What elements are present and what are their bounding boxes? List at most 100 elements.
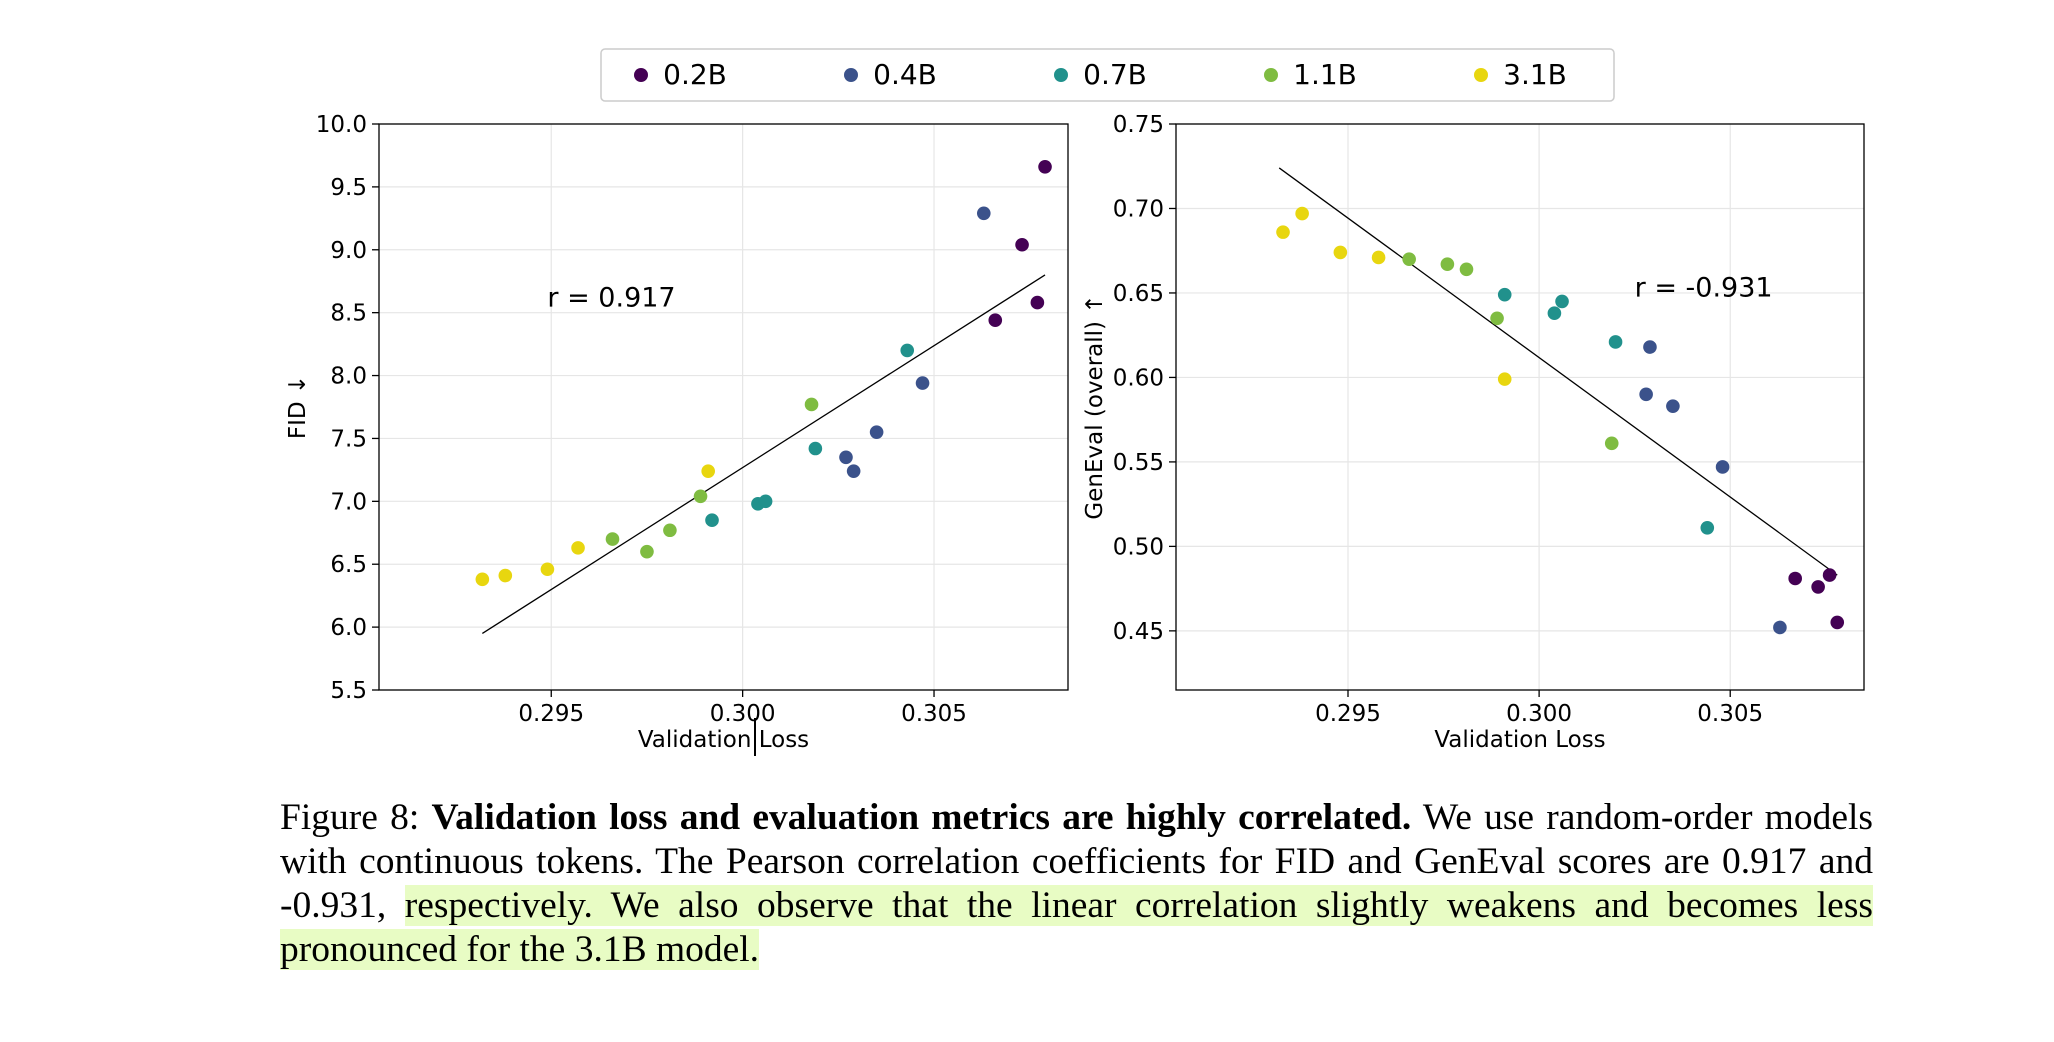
data-point-3.1B xyxy=(701,464,715,478)
data-point-0.2B xyxy=(1811,580,1825,594)
data-point-1.1B xyxy=(1459,262,1474,277)
data-point-3.1B xyxy=(1276,225,1290,239)
legend-label-0.4B: 0.4B xyxy=(873,58,937,91)
x-tick-label: 0.300 xyxy=(710,701,776,727)
y-tick-label: 0.70 xyxy=(1113,196,1164,222)
y-tick-label: 9.5 xyxy=(330,175,367,201)
correlation-annotation: r = -0.931 xyxy=(1635,272,1773,303)
data-point-3.1B xyxy=(1497,372,1512,386)
data-point-0.7B xyxy=(808,441,823,456)
y-tick-label: 0.60 xyxy=(1113,365,1164,391)
data-point-0.2B xyxy=(1830,615,1845,630)
y-tick-label: 7.0 xyxy=(330,489,367,515)
data-point-0.2B xyxy=(1015,237,1029,252)
x-tick-label: 0.300 xyxy=(1506,701,1572,727)
data-point-1.1B xyxy=(804,397,819,412)
data-point-1.1B xyxy=(605,532,620,546)
data-point-3.1B xyxy=(475,572,490,587)
y-tick-label: 8.5 xyxy=(330,301,367,327)
y-tick-label: 6.5 xyxy=(330,552,367,578)
data-point-0.7B xyxy=(758,494,773,509)
data-point-1.1B xyxy=(663,523,677,538)
data-point-0.7B xyxy=(900,343,915,358)
text-cursor xyxy=(754,718,756,756)
data-point-3.1B xyxy=(1295,206,1309,221)
data-point-1.1B xyxy=(1440,257,1455,272)
data-point-0.4B xyxy=(1715,460,1730,474)
data-point-0.7B xyxy=(1555,294,1569,309)
data-point-0.4B xyxy=(1643,340,1657,354)
geneval-chart: 0.45 0.50 0.55 0.60 0.65 0.70 0.75 0.295 0.300 0.… xyxy=(1082,112,1865,753)
caption-body: We use random-order models with continuo… xyxy=(280,797,1874,926)
data-point-0.2B xyxy=(1822,568,1837,582)
data-point-3.1B xyxy=(540,562,555,577)
y-axis-label: FID ↓ xyxy=(285,375,311,439)
data-point-1.1B xyxy=(1402,252,1416,266)
legend-frame xyxy=(600,48,1615,102)
y-tick-label: 0.50 xyxy=(1113,534,1164,560)
legend-label-1.1B: 1.1B xyxy=(1293,58,1357,91)
data-point-0.7B xyxy=(1700,521,1715,535)
data-point-0.4B xyxy=(976,206,991,221)
legend: 0.2B 0.4B 0.7B 1.1B 3.1B xyxy=(600,48,1615,102)
data-point-0.4B xyxy=(839,450,853,465)
data-point-3.1B xyxy=(571,541,585,555)
data-point-0.4B xyxy=(1773,620,1787,635)
data-point-0.7B xyxy=(1608,335,1623,349)
legend-marker-1.1B xyxy=(1264,68,1278,82)
data-point-0.2B xyxy=(988,313,1003,328)
data-point-3.1B xyxy=(498,568,513,583)
y-axis-label: GenEval (overall) ↑ xyxy=(1082,294,1108,519)
y-tick-label: 0.75 xyxy=(1113,112,1164,138)
legend-marker-0.2B xyxy=(634,68,648,82)
data-point-0.4B xyxy=(869,425,884,439)
x-tick-label: 0.295 xyxy=(1315,701,1381,727)
y-tick-label: 10.0 xyxy=(316,112,367,138)
caption-label: Figure 8: xyxy=(280,797,420,838)
x-axis-label: Validation Loss xyxy=(1434,727,1605,753)
caption-highlighted-text: respectively. We also observe that the l… xyxy=(280,885,1874,970)
fid-chart: 5.5 6.0 6.5 7.0 7.5 8.0 8.5 9.0 9.5 10.0 0.295 0.30… xyxy=(285,112,1069,753)
figure-caption: Figure 8: Validation loss and evaluation… xyxy=(280,796,1874,972)
data-point-0.4B xyxy=(915,376,930,390)
y-tick-label: 0.55 xyxy=(1113,450,1164,476)
y-tick-label: 8.0 xyxy=(330,364,367,390)
data-point-1.1B xyxy=(693,489,708,504)
data-point-0.4B xyxy=(1666,399,1680,413)
data-point-0.2B xyxy=(1030,295,1045,310)
y-tick-label: 6.0 xyxy=(330,615,367,641)
data-point-0.2B xyxy=(1038,159,1052,174)
regression-line xyxy=(1278,167,1838,576)
legend-marker-0.4B xyxy=(844,68,858,82)
figure-8: 0.2B 0.4B 0.7B 1.1B 3.1B 5.5 6.0 6.5 7.0 7.5 8.0 8… xyxy=(285,48,1865,753)
y-tick-label: 9.0 xyxy=(330,238,367,264)
data-point-0.7B xyxy=(705,513,719,527)
y-tick-label: 7.5 xyxy=(330,426,367,452)
legend-marker-0.7B xyxy=(1054,68,1068,82)
y-tick-label: 0.45 xyxy=(1113,619,1164,645)
x-axis-label: Validation Loss xyxy=(638,727,809,753)
y-tick-label: 0.65 xyxy=(1113,281,1164,307)
y-tick-label: 5.5 xyxy=(330,678,367,704)
legend-marker-3.1B xyxy=(1474,68,1488,82)
x-tick-label: 0.305 xyxy=(901,701,967,727)
legend-label-3.1B: 3.1B xyxy=(1503,58,1567,91)
data-point-3.1B xyxy=(1333,245,1348,260)
x-tick-label: 0.295 xyxy=(518,701,584,727)
legend-label-0.2B: 0.2B xyxy=(663,58,727,91)
data-point-0.7B xyxy=(1547,306,1562,321)
data-point-1.1B xyxy=(1604,436,1619,451)
caption-title: Validation loss and evaluation metrics a… xyxy=(431,797,1412,838)
regression-line xyxy=(482,274,1046,634)
data-point-0.7B xyxy=(1497,287,1512,302)
correlation-annotation: r = 0.917 xyxy=(547,282,675,313)
data-point-0.4B xyxy=(846,464,861,478)
plot-frame xyxy=(378,123,1069,691)
data-point-1.1B xyxy=(1490,311,1504,326)
legend-label-0.7B: 0.7B xyxy=(1083,58,1147,91)
data-point-3.1B xyxy=(1371,250,1386,265)
data-point-0.2B xyxy=(1788,571,1802,586)
plot-frame xyxy=(1175,123,1865,691)
data-point-1.1B xyxy=(640,544,654,559)
data-point-0.4B xyxy=(1639,387,1653,402)
